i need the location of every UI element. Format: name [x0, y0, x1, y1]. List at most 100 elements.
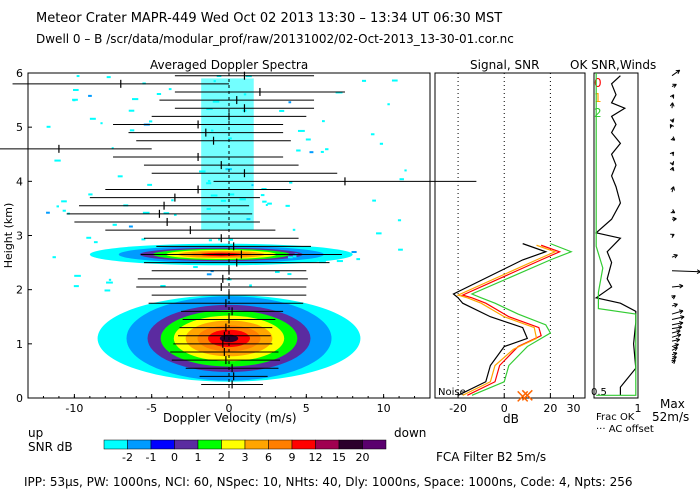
noise-speck [309, 151, 314, 154]
colorbar-swatch [244, 439, 269, 450]
noise-speck [156, 93, 162, 96]
wind-vector [671, 69, 680, 77]
x-tick-label: 5 [303, 402, 310, 415]
noise-speck [88, 193, 93, 196]
noise-speck [361, 79, 367, 82]
noise-speck [379, 142, 384, 145]
noise-speck [46, 125, 51, 128]
snr-x-tick-label: 20 [543, 402, 557, 415]
noise-speck [111, 147, 114, 150]
noise-speck [275, 270, 280, 273]
noise-speck [142, 211, 150, 214]
noise-speck [265, 203, 268, 206]
y-tick-label: 0 [16, 392, 23, 405]
snr-panel-title: Signal, SNR [470, 58, 540, 72]
frac-series-ac-offset [595, 73, 637, 396]
noise-speck [404, 169, 407, 172]
wind-max-speed: 52m/s [652, 410, 690, 424]
wind-vector-head [672, 83, 677, 88]
colorbar-swatch [103, 439, 128, 450]
wind-vector [671, 322, 684, 326]
noise-speck [73, 285, 79, 288]
wind-vector-head [676, 329, 681, 334]
colorbar-swatch [174, 439, 199, 450]
noise-label: Noise [438, 387, 466, 398]
colorbar-swatch [315, 439, 340, 450]
wind-vector-head [675, 337, 681, 343]
wind-vector-head [669, 123, 675, 129]
noise-speck [106, 281, 113, 284]
x-tick-label: -10 [65, 402, 83, 415]
noise-speck [100, 122, 103, 125]
wind-vector [671, 270, 700, 273]
noise-speck [376, 232, 382, 235]
noise-speck [399, 178, 404, 181]
footer-params: IPP: 53μs, PW: 1000ns, NCI: 60, NSpec: 1… [24, 475, 633, 489]
wind-vector-head [670, 233, 675, 238]
noise-speck [249, 284, 252, 287]
noise-level-marker [521, 389, 533, 401]
noise-speck [171, 199, 174, 202]
x-tick-label: 10 [377, 402, 391, 415]
wind-vector-head [679, 321, 684, 326]
noise-speck [106, 76, 111, 79]
noise-speck [228, 238, 234, 241]
noise-speck [56, 205, 59, 208]
x-tick-label: -5 [146, 402, 157, 415]
wind-vector-head [677, 325, 683, 330]
noise-speck [287, 273, 292, 276]
noise-speck [149, 120, 153, 123]
wind-vector [671, 334, 681, 338]
noise-speck [325, 148, 329, 151]
snr-series-0 [460, 244, 562, 396]
noise-speck [168, 88, 172, 91]
wind-vector-head [672, 356, 677, 361]
colorbar-swatch [291, 439, 316, 450]
snr-x-tick-label: -20 [449, 402, 467, 415]
colorbar-tick-label: 3 [242, 451, 249, 464]
noise-speck [160, 284, 166, 287]
colorbar-tick-label: 1 [195, 451, 202, 464]
noise-speck [62, 209, 66, 212]
noise-speck [292, 255, 297, 258]
noise-speck [279, 109, 285, 112]
wind-vector-head [669, 161, 675, 166]
x-tick-label: 0 [226, 402, 233, 415]
ac-offset-legend: ··· AC offset [596, 424, 654, 435]
colorbar-tick-label: 12 [309, 451, 323, 464]
noise-speck [46, 211, 50, 214]
noise-speck [108, 278, 112, 281]
snr-x-tick-label: 30 [566, 402, 580, 415]
colorbar-tick-label: 6 [265, 451, 272, 464]
noise-speck [76, 75, 80, 78]
frac-x-tick-label: 1 [635, 402, 642, 415]
noise-speck [173, 213, 177, 216]
frac-ok-label: Frac OK [596, 412, 635, 423]
noise-speck [351, 251, 357, 254]
wind-vector-head [696, 269, 700, 275]
ok-snr-panel-title: OK SNR,Winds [570, 58, 657, 72]
noise-speck [289, 181, 293, 184]
legend-0: 0 [594, 76, 602, 90]
central-echo-column [201, 78, 254, 231]
snr-series-1 [456, 244, 557, 396]
wind-vector-head [676, 333, 682, 338]
noise-speck [147, 183, 153, 186]
wind-vector-head [670, 136, 676, 141]
noise-speck [387, 103, 390, 106]
noise-speck [128, 225, 133, 228]
wind-vector-head [678, 309, 684, 314]
frac-panel-tick-left: 0.5 [591, 387, 607, 398]
noise-speck [372, 199, 376, 202]
wind-vector-head [672, 351, 678, 357]
wind-vector-head [669, 94, 675, 99]
spectra-title: Averaged Doppler Spectra [150, 58, 309, 72]
noise-speck [335, 91, 343, 94]
noise-speck [391, 79, 398, 82]
noise-speck [104, 289, 111, 292]
y-tick-label: 1 [16, 338, 23, 351]
noise-speck [288, 101, 292, 104]
noise-speck [129, 129, 135, 132]
wind-vector-head [669, 118, 675, 123]
